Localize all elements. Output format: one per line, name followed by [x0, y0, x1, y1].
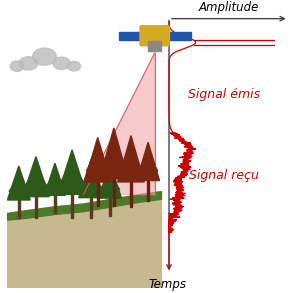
Polygon shape	[100, 174, 120, 190]
Polygon shape	[100, 128, 128, 179]
Polygon shape	[84, 137, 111, 182]
Ellipse shape	[67, 62, 81, 71]
Text: Amplitude: Amplitude	[199, 1, 259, 14]
Polygon shape	[138, 154, 158, 171]
Bar	[147, 180, 149, 201]
Ellipse shape	[10, 61, 24, 71]
Polygon shape	[81, 171, 102, 188]
Bar	[54, 195, 56, 213]
Bar	[113, 179, 115, 206]
Bar	[97, 182, 99, 206]
Bar	[71, 194, 73, 218]
Text: Signal reçu: Signal reçu	[189, 169, 259, 182]
Polygon shape	[8, 192, 161, 220]
Polygon shape	[46, 173, 64, 187]
Text: Signal émis: Signal émis	[188, 88, 260, 101]
Polygon shape	[60, 163, 84, 183]
Polygon shape	[8, 192, 161, 288]
Polygon shape	[102, 143, 126, 166]
Bar	[118, 32, 140, 40]
Ellipse shape	[53, 57, 70, 69]
Polygon shape	[137, 142, 160, 180]
Ellipse shape	[19, 57, 38, 70]
Polygon shape	[9, 176, 28, 192]
Polygon shape	[120, 149, 142, 170]
Bar	[90, 198, 92, 218]
Polygon shape	[99, 164, 122, 198]
Bar	[130, 182, 132, 207]
Polygon shape	[83, 53, 155, 195]
Polygon shape	[79, 159, 104, 198]
Bar	[148, 42, 161, 51]
Text: Temps: Temps	[148, 278, 186, 291]
Ellipse shape	[33, 48, 56, 65]
Polygon shape	[25, 168, 47, 187]
Bar	[18, 200, 20, 218]
FancyBboxPatch shape	[140, 26, 169, 46]
Polygon shape	[22, 156, 49, 197]
Polygon shape	[118, 136, 144, 182]
Polygon shape	[8, 166, 30, 200]
Bar	[109, 198, 111, 217]
Bar	[170, 32, 191, 40]
Bar	[35, 197, 37, 218]
Polygon shape	[58, 150, 86, 194]
Polygon shape	[86, 151, 109, 171]
Polygon shape	[44, 163, 65, 195]
